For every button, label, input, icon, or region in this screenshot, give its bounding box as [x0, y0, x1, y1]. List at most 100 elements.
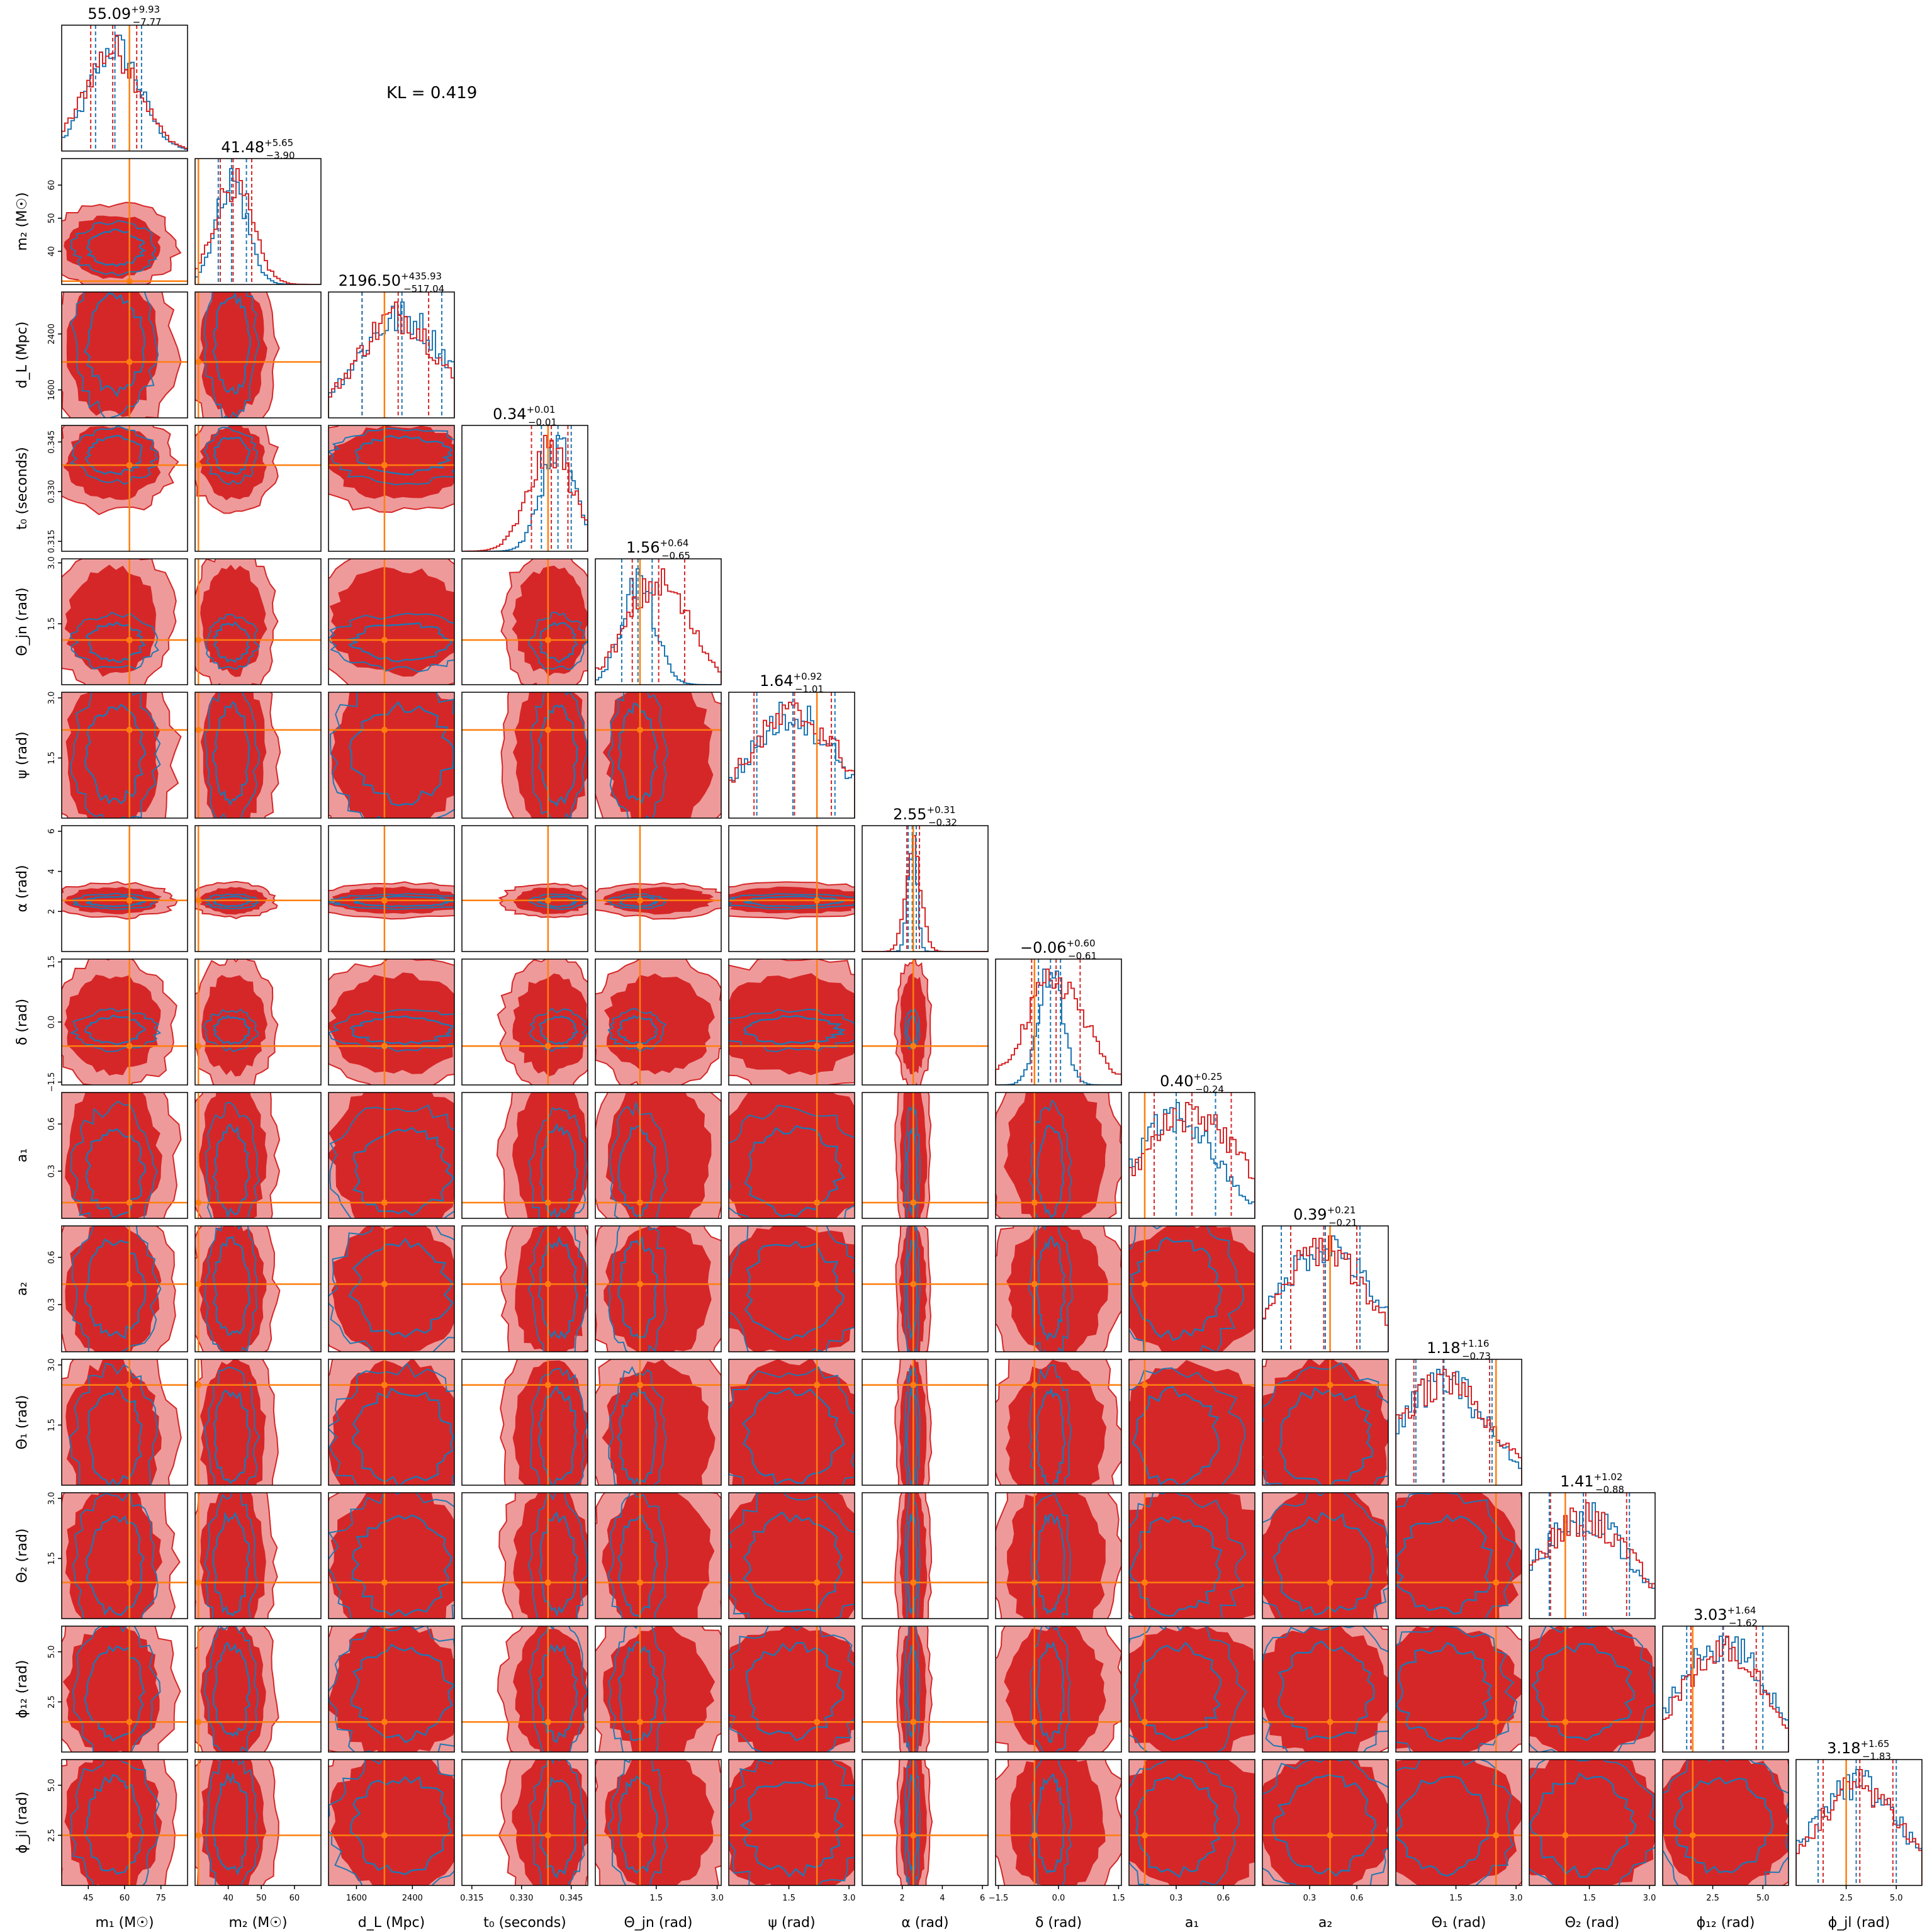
contour-secondary: [212, 1123, 251, 1218]
panel-frame: [595, 1759, 722, 1886]
contour-secondary: [1036, 1125, 1065, 1218]
panel-phi12-vs-m1: 2.5 5.0 ϕ₁₂ (rad): [14, 1626, 188, 1753]
y-tick-label: 40: [47, 246, 57, 257]
truth-point: [195, 359, 202, 366]
panel-frame: [728, 1225, 855, 1352]
x-axis-label-phi12: ϕ₁₂ (rad): [1697, 1915, 1755, 1931]
panel-frame: [61, 291, 188, 418]
truth-point: [544, 726, 551, 733]
panel-frame: [862, 1492, 989, 1619]
panel-t0-vs-m1: 0.315 0.330 0.345 t₀ (seconds): [14, 425, 188, 553]
contour-secondary-outer: [528, 1107, 587, 1218]
panel-a1-vs-delta: [995, 1092, 1122, 1219]
panel-frame: [461, 825, 588, 952]
panel-dL-vs-dL: 2196.50+435.93 −517.04: [328, 271, 455, 418]
contour-secondary-outer: [70, 892, 160, 910]
panel-delta-vs-alpha: [862, 958, 989, 1086]
panel-frame: [61, 1492, 188, 1619]
panel-alpha-vs-psi: [728, 825, 855, 952]
contour-inner: [512, 1092, 588, 1218]
panel-frame: [595, 825, 722, 952]
panel-frame: [728, 1092, 855, 1219]
x-tick-label: 2.5: [1706, 1894, 1719, 1903]
panel-frame: [328, 291, 455, 418]
contour-secondary-outer: [1262, 1493, 1388, 1619]
truth-point: [381, 1579, 388, 1586]
x-axis-label-theta_jn: Θ_jn (rad): [624, 1915, 692, 1931]
panel-phi12-vs-t0: [461, 1626, 588, 1753]
histogram-primary-phi12: [1663, 1636, 1789, 1752]
truth-point: [381, 726, 388, 733]
panel-a2-vs-psi: [728, 1225, 855, 1352]
panel-frame: [194, 1225, 322, 1352]
contour-secondary-outer: [204, 1493, 258, 1619]
x-tick-label: 75: [155, 1894, 166, 1903]
truth-point: [381, 1043, 388, 1050]
panel-frame: [194, 1626, 322, 1753]
truth-point: [1142, 1832, 1148, 1839]
truth-point: [126, 1043, 133, 1050]
contour-secondary: [1035, 1641, 1065, 1743]
contour-secondary: [617, 1386, 658, 1485]
y-tick-label: 1.5: [47, 1552, 57, 1565]
panel-frame: [461, 1225, 588, 1352]
contour-inner: [729, 1493, 855, 1619]
panel-a1-vs-theta_jn: [595, 1092, 722, 1219]
panel-theta1-vs-m2: [194, 1359, 322, 1486]
truth-point: [636, 1199, 643, 1206]
panel-theta_jn-vs-t0: [461, 558, 588, 685]
contour-secondary: [351, 1643, 454, 1744]
contour-inner: [604, 1760, 714, 1885]
contour-secondary-outer: [1028, 1226, 1073, 1352]
panel-theta_jn-vs-theta_jn: 1.56+0.64 −0.65: [595, 537, 722, 685]
y-axis-label-psi: ψ (rad): [14, 731, 30, 778]
panel-theta2-vs-alpha: [862, 1492, 989, 1619]
x-tick-label: 6: [980, 1894, 985, 1903]
panel-frame: [61, 558, 188, 685]
panel-frame: [862, 1359, 989, 1486]
y-tick-label: 3.0: [47, 1359, 57, 1372]
contour-secondary-outer: [204, 1366, 261, 1485]
x-tick-label: 1.5: [782, 1894, 795, 1903]
x-tick-label: 60: [120, 1894, 130, 1903]
y-tick-label: −1.5: [47, 1072, 57, 1092]
truth-point: [195, 897, 202, 904]
truth-point: [1142, 1381, 1148, 1388]
panel-frame: [1395, 1492, 1522, 1619]
panel-phi12-vs-theta_jn: [595, 1626, 722, 1753]
panel-frame: [862, 825, 989, 952]
panel-frame: [61, 1225, 188, 1352]
panel-frame: [595, 1492, 722, 1619]
y-tick-label: 3.0: [47, 556, 57, 570]
contour-secondary: [538, 1384, 578, 1485]
panel-frame: [728, 1359, 855, 1486]
panel-frame: [595, 1092, 722, 1219]
truth-point: [636, 1281, 643, 1288]
contour-inner: [1129, 1360, 1255, 1485]
truth-point: [126, 1281, 133, 1288]
contour-secondary-outer: [203, 1626, 259, 1752]
x-tick-label: 5.0: [1890, 1894, 1903, 1903]
x-axis-label-t0: t₀ (seconds): [483, 1915, 566, 1931]
contour-secondary: [213, 621, 250, 663]
contour-secondary-outer: [903, 1226, 921, 1352]
panel-theta1-vs-theta_jn: [595, 1359, 722, 1486]
contour-secondary: [1131, 1641, 1222, 1741]
contour-secondary: [349, 1015, 454, 1046]
panel-phi_jl-vs-m2: 40 50 60 m₂ (M☉): [194, 1759, 322, 1931]
y-tick-label: 1.5: [47, 617, 57, 631]
truth-point: [195, 637, 202, 644]
contour-secondary: [539, 1511, 578, 1617]
panel-theta_jn-vs-m2: [194, 558, 322, 685]
x-tick-label: 0.315: [460, 1894, 483, 1903]
histogram-primary-m2: [195, 168, 321, 284]
contour-secondary-outer: [71, 1226, 162, 1352]
histogram-primary-phi_jl: [1796, 1769, 1922, 1885]
contour-secondary-outer: [1663, 1760, 1789, 1885]
contour-secondary: [745, 1642, 845, 1742]
contour-secondary: [906, 1014, 918, 1045]
panel-alpha-vs-m1: 2 4 6 α (rad): [14, 825, 188, 952]
y-tick-label: 0.6: [47, 1251, 57, 1264]
panel-frame: [461, 1759, 588, 1886]
contour-secondary-outer: [1396, 1493, 1517, 1619]
